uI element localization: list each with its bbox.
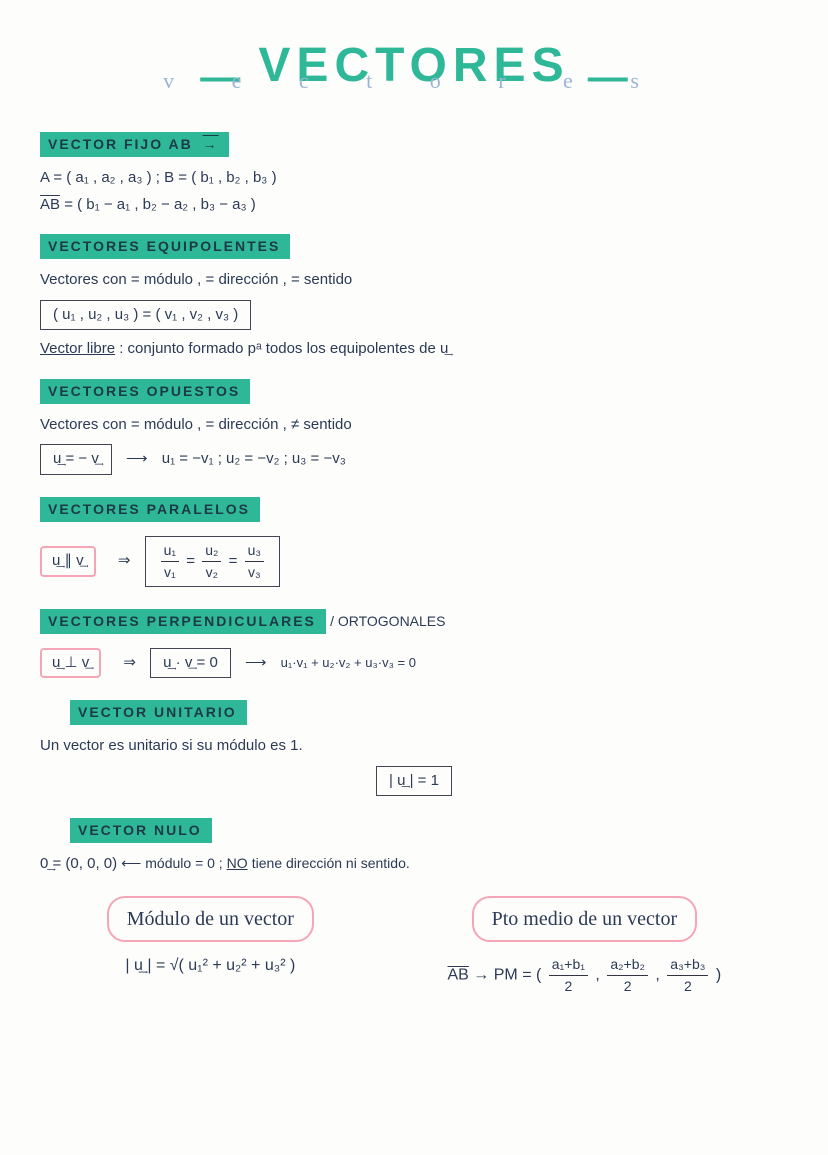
vector-libre-label: Vector libre [40,340,115,357]
frac-den: 2 [549,976,588,997]
perp-line: u͢ ⊥ v͢ ⇒ u͢ · v͢ = 0 ⟶ u₁·v₁ + u₂·v₂ + … [40,644,788,683]
bottom-pair: Módulo de un vector | u͢ | = √( u₁² + u₂… [40,896,788,997]
cloud-ptomedio: Pto medio de un vector [472,896,698,942]
section-perpendiculares: VECTORES PERPENDICULARES / ORTOGONALES u… [40,609,788,683]
opuestos-box: u͢ = − v͢ [40,444,112,475]
heading-opuestos: VECTORES OPUESTOS [40,379,250,404]
frac-den: 2 [607,976,648,997]
col-ptomedio: Pto medio de un vector AB AB → PM = → PM… [448,896,722,997]
frac-num: a₃+b₃ [667,954,708,976]
paralelos-line: u͢ ∥ v͢ ⇒ u₁v₁ = u₂v₂ = u₃v₃ [40,532,788,591]
implies-icon: ⇒ [123,654,136,671]
title-block: — VECTORES — v e c t o r e s [40,30,788,107]
perp-expand: u₁·v₁ + u₂·v₂ + u₃·v₃ = 0 [281,655,416,670]
heading-text: VECTOR FIJO AB [48,136,193,152]
eq-sign: = [186,552,195,569]
frac-num: u₃ [245,540,265,562]
perp-box: u͢ · v͢ = 0 [150,648,231,679]
opuestos-expand: u₁ = −v₁ ; u₂ = −v₂ ; u₃ = −v₃ [162,450,346,467]
frac-den: v₃ [245,562,265,583]
unitario-box: | u͢ | = 1 [376,766,452,797]
perp-pinkbox: u͢ ⊥ v͢ [40,648,101,679]
arrow-icon: ⟶ [245,654,267,671]
title-script: v e c t o r e s [40,64,788,97]
cloud-modulo: Módulo de un vector [107,896,314,942]
section-equipolentes: VECTORES EQUIPOLENTES Vectores con = mód… [40,234,788,361]
nulo-note-b: tiene dirección ni sentido. [252,855,410,871]
heading-perp: VECTORES PERPENDICULARES [40,609,326,634]
fijo-line2-rest: = ( b₁ − a₁ , b₂ − a₂ , b₃ − a₃ ) [64,196,256,213]
vector-libre-rest: : conjunto formado pᵃ todos los equipole… [119,340,448,357]
arrow-icon: ⟶ [126,450,148,467]
fijo-line2: AB AB = ( b₁ − a₁ , b₂ − a₂ , b₃ − a₃ ) … [40,194,788,217]
sep: , [655,966,664,983]
paren-open: ( [536,966,541,983]
eq-sign: = [229,552,238,569]
heading-nulo: VECTOR NULO [70,818,212,843]
col-modulo: Módulo de un vector | u͢ | = √( u₁² + u₂… [107,896,314,997]
frac-den: v₁ [161,562,180,583]
fijo-line1: A = ( a₁ , a₂ , a₃ ) ; B = ( b₁ , b₂ , b… [40,167,788,190]
paren-close: ) [716,966,721,983]
frac-num: a₁+b₁ [549,954,588,976]
frac-den: 2 [667,976,708,997]
opuestos-line: u͢ = − v͢ ⟶ u₁ = −v₁ ; u₂ = −v₂ ; u₃ = −… [40,440,788,479]
implies-icon: ⇒ [118,552,131,569]
frac-num: a₂+b₂ [607,954,648,976]
frac-num: u₂ [202,540,221,562]
heading-equipolentes: VECTORES EQUIPOLENTES [40,234,290,259]
paralelos-pinkbox: u͢ ∥ v͢ [40,546,96,577]
section-paralelos: VECTORES PARALELOS u͢ ∥ v͢ ⇒ u₁v₁ = u₂v₂… [40,497,788,591]
modulo-formula: | u͢ | = √( u₁² + u₂² + u₃² ) [107,954,314,978]
section-vector-fijo: VECTOR FIJO AB → A = ( a₁ , a₂ , a₃ ) ; … [40,132,788,216]
ab-over: AB [448,966,469,983]
heading-vector-fijo: VECTOR FIJO AB → [40,132,229,157]
heading-paralelos: VECTORES PARALELOS [40,497,260,522]
nulo-line: 0͢ = (0, 0, 0) ⟵ módulo = 0 ; NO tiene d… [40,853,788,876]
sep: , [595,966,604,983]
frac-den: v₂ [202,562,221,583]
opuestos-desc: Vectores con = módulo , = dirección , ≠ … [40,414,788,437]
paralelos-fracs: u₁v₁ = u₂v₂ = u₃v₃ [145,536,280,587]
nulo-note-a: ⟵ módulo = 0 ; [121,855,226,871]
section-opuestos: VECTORES OPUESTOS Vectores con = módulo … [40,379,788,479]
ab-overline: AB [40,196,60,213]
heading-unitario: VECTOR UNITARIO [70,700,247,725]
nulo-no: NO [227,855,248,871]
nulo-eq: 0͢ = (0, 0, 0) [40,855,117,872]
section-nulo: VECTOR NULO 0͢ = (0, 0, 0) ⟵ módulo = 0 … [40,818,788,876]
section-unitario: VECTOR UNITARIO Un vector es unitario si… [40,700,788,800]
vector-libre-line: Vector libre : conjunto formado pᵃ todos… [40,338,788,361]
unitario-desc: Un vector es unitario si su módulo es 1. [40,735,788,758]
equipolentes-box: ( u₁ , u₂ , u₃ ) = ( v₁ , v₂ , v₃ ) [40,300,251,331]
ptomedio-formula: AB AB → PM = → PM = ( a₁+b₁2 , a₂+b₂2 , … [448,954,722,997]
frac-num: u₁ [161,540,180,562]
perp-aside: / ORTOGONALES [330,613,445,629]
equipolentes-desc: Vectores con = módulo , = dirección , = … [40,269,788,292]
